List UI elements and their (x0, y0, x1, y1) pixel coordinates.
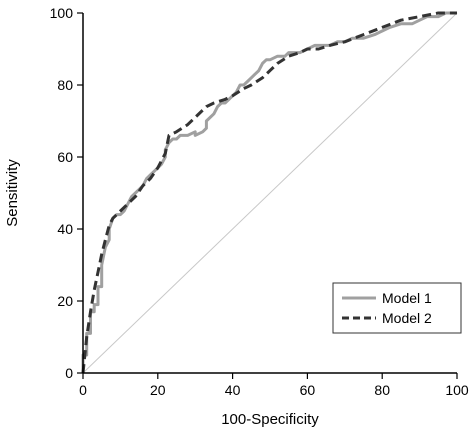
y-tick-label: 20 (57, 293, 73, 309)
legend-box (332, 282, 462, 334)
reference-diagonal-line (82, 12, 458, 374)
x-axis-title: 100-Specificity (221, 411, 319, 428)
x-tick-label: 20 (150, 382, 166, 398)
reference-line-group (82, 12, 458, 374)
y-tick-label: 60 (57, 149, 73, 165)
y-ticks-group: 0 20 40 60 80 100 (50, 5, 83, 381)
y-axis-title: Sensitivity (4, 159, 21, 227)
axes-group (82, 13, 457, 374)
y-tick-label: 0 (65, 365, 73, 381)
y-tick-label: 80 (57, 77, 73, 93)
series-line-model-1 (81, 11, 457, 373)
y-tick-label: 100 (50, 5, 74, 21)
x-tick-label: 40 (225, 382, 241, 398)
x-tick-label: 80 (374, 382, 390, 398)
legend-label-model-2: Model 2 (382, 310, 432, 326)
series-lines-group (81, 11, 457, 374)
x-tick-label: 100 (445, 382, 469, 398)
series-line-model-2 (81, 11, 457, 374)
x-tick-label: 0 (79, 382, 87, 398)
y-tick-label: 40 (57, 221, 73, 237)
x-tick-label: 60 (300, 382, 316, 398)
x-ticks-group: 0 20 40 60 80 100 (79, 373, 469, 398)
legend: Model 1 Model 2 (332, 282, 462, 334)
legend-label-model-1: Model 1 (382, 290, 432, 306)
